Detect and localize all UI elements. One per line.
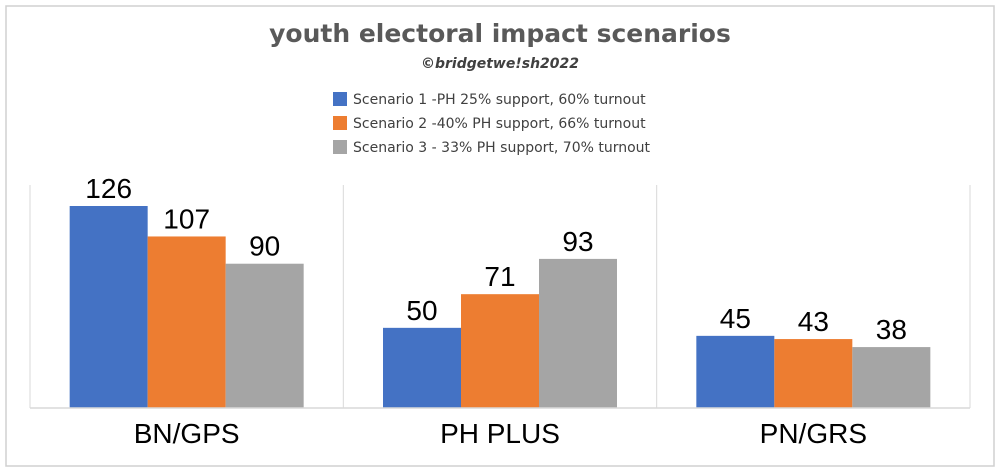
legend-label-3: Scenario 3 - 33% PH support, 70% turnout: [353, 140, 651, 156]
data-label: 50: [406, 295, 437, 326]
bar-pn-grs-series-3: [852, 347, 931, 408]
category-label: PN/GRS: [760, 418, 867, 449]
chart-title: youth electoral impact scenarios: [269, 19, 731, 48]
bar-ph-plus-series-3: [539, 258, 617, 408]
legend-label-1: Scenario 1 -PH 25% support, 60% turnout: [353, 92, 646, 108]
data-label: 43: [798, 306, 829, 337]
bar-bn-gps-series-3: [225, 263, 304, 408]
bar-bn-gps-series-2: [147, 236, 226, 408]
category-label: PH PLUS: [440, 418, 560, 449]
bar-pn-grs-series-1: [696, 335, 775, 408]
data-label: 90: [249, 231, 280, 262]
legend-swatch-2: [333, 116, 347, 130]
plot-area: 126 107 90 BN/GPS 50 71 93 PH PLUS 45 43 38 PN/GRS: [29, 173, 971, 449]
bar-bn-gps-series-1: [69, 206, 148, 408]
legend: Scenario 1 -PH 25% support, 60% turnout S…: [333, 92, 651, 156]
data-label: 45: [720, 303, 751, 334]
category-label: BN/GPS: [134, 418, 240, 449]
legend-swatch-3: [333, 140, 347, 154]
data-label: 126: [85, 173, 132, 204]
data-label: 93: [562, 226, 593, 257]
data-label: 71: [484, 261, 515, 292]
data-label: 107: [163, 203, 210, 234]
legend-label-2: Scenario 2 -40% PH support, 66% turnout: [353, 116, 646, 132]
chart-subtitle: ©bridgetwe!sh2022: [421, 56, 579, 72]
bar-pn-grs-series-2: [774, 339, 853, 408]
bar-ph-plus-series-1: [383, 327, 461, 408]
legend-swatch-1: [333, 92, 347, 106]
bar-ph-plus-series-2: [461, 294, 539, 408]
data-label: 38: [876, 314, 907, 345]
